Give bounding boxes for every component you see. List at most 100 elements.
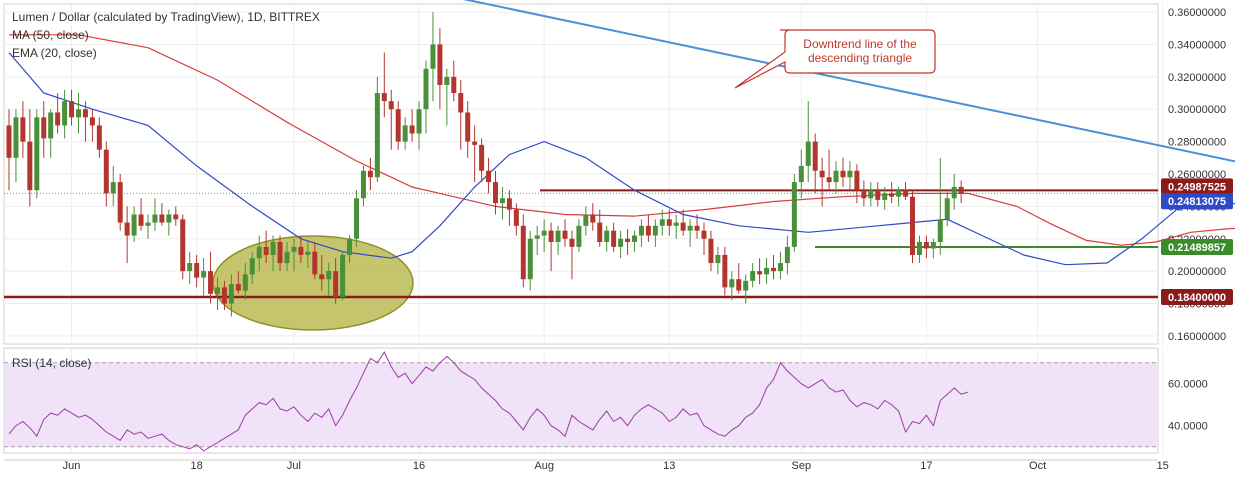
candle-body [548, 230, 554, 242]
y-tick-label: 0.30000000 [1168, 104, 1226, 116]
candle-body [687, 225, 693, 231]
candle-body [270, 242, 276, 255]
candle-body [930, 242, 936, 249]
candle-body [937, 219, 943, 242]
candle-body [465, 112, 471, 142]
candle-body [437, 44, 443, 85]
candle-body [76, 109, 81, 118]
candle-body [757, 271, 763, 275]
candle-body [562, 230, 568, 239]
candle-body [618, 238, 624, 247]
candle-body [951, 186, 957, 199]
candle-body [256, 246, 262, 259]
candle-body [152, 214, 158, 223]
candle-body [340, 254, 346, 298]
candle-body [611, 230, 617, 247]
candle-body [333, 271, 339, 298]
candle-body [777, 263, 783, 272]
candle-body [228, 284, 234, 304]
moving-average-lines [8, 34, 1235, 266]
price-tag-resistance [1161, 178, 1233, 195]
x-tick-label: Jun [63, 460, 81, 472]
candle-body [569, 238, 575, 247]
candle-body [138, 214, 144, 226]
y-tick-label: 0.26000000 [1168, 169, 1226, 181]
candle-body [868, 190, 874, 199]
candle-body [312, 251, 318, 275]
candle-body [583, 214, 589, 226]
candle-body [354, 198, 359, 239]
candle-body [173, 214, 179, 220]
rsi-legend: RSI (14, close) [12, 356, 92, 370]
candle-body [291, 246, 297, 252]
candle-body [910, 196, 915, 255]
price-tag-last [1161, 193, 1233, 210]
candle-body [680, 222, 686, 231]
candle-body [367, 170, 373, 178]
candle-body [715, 254, 721, 264]
candle-body [159, 214, 165, 223]
candle-body [444, 76, 450, 85]
candle-body [625, 238, 631, 242]
candle-body [791, 182, 797, 247]
ma50-line [9, 34, 1235, 246]
y-tick-label: 0.20000000 [1168, 266, 1226, 278]
axes: 0.36000000 0.34000000 0.32000000 0.30000000… [4, 7, 1233, 472]
candle-body [708, 238, 714, 264]
candle-body [722, 254, 728, 288]
candle-body [597, 222, 603, 242]
candle-body [388, 101, 394, 110]
candle-body [555, 230, 561, 242]
candle-body [13, 117, 19, 158]
candle-body [576, 225, 582, 247]
x-tick-label: 13 [663, 460, 675, 472]
candle-body [423, 68, 429, 110]
callout-line-2: descending triangle [808, 51, 912, 65]
candle-body [527, 238, 533, 280]
x-tick-label: Sep [792, 460, 812, 472]
candle-body [20, 117, 26, 142]
rsi-tick-label: 40.0000 [1168, 421, 1208, 433]
candle-body [187, 263, 193, 272]
candle-body [736, 279, 742, 291]
price-tag-label-resistance: 0.24987525 [1168, 181, 1226, 193]
candle-body [96, 125, 102, 150]
candle-body [729, 279, 735, 288]
candle-body [847, 170, 853, 178]
x-tick-label: 17 [920, 460, 932, 472]
candle-body [263, 246, 269, 255]
rsi-tick-label: 60.0000 [1168, 379, 1208, 391]
horizontal-levels [4, 189, 1158, 299]
candle-body [854, 170, 860, 191]
candle-body [124, 222, 130, 236]
candle-body [506, 198, 512, 210]
candle-body [604, 230, 610, 242]
price-tag-green [1161, 239, 1233, 256]
downtrend-line [462, 0, 1235, 163]
candle-body [632, 235, 637, 242]
candle-body [513, 209, 519, 226]
candle-body [166, 214, 172, 223]
candle-body [319, 274, 325, 280]
candle-body [298, 246, 304, 255]
candle-body [277, 242, 283, 264]
price-tag-label-support: 0.18400000 [1168, 292, 1226, 304]
candle-body [221, 287, 227, 304]
candle-body [360, 170, 366, 199]
candle-body [903, 190, 909, 197]
candle-body [833, 170, 839, 183]
candle-body [896, 190, 902, 197]
candle-body [103, 149, 109, 194]
chart-title: Lumen / Dollar (calculated by TradingVie… [12, 10, 320, 24]
candle-body [62, 101, 68, 126]
candle-body [215, 287, 220, 294]
candle-body [520, 225, 526, 280]
candle-body [395, 109, 401, 142]
candle-body [590, 214, 596, 223]
candle-body [402, 125, 408, 142]
candle-body [743, 280, 749, 291]
candle-body [784, 246, 790, 264]
candle-body [55, 112, 61, 126]
rsi-background [4, 362, 1158, 448]
candle-body [541, 230, 547, 236]
